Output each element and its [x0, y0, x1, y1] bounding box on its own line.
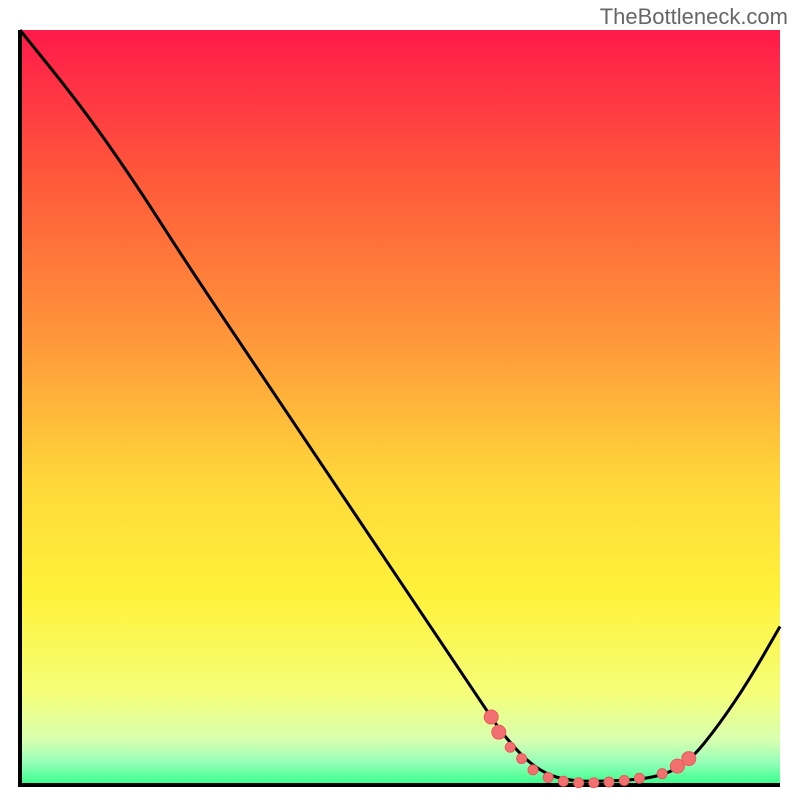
- curve-marker: [634, 773, 644, 783]
- plot-background: [20, 30, 780, 785]
- curve-marker: [604, 777, 614, 787]
- chart-container: TheBottleneck.com: [0, 0, 800, 800]
- curve-marker: [528, 765, 538, 775]
- curve-marker: [682, 752, 696, 766]
- curve-marker: [543, 772, 553, 782]
- curve-marker: [657, 769, 667, 779]
- curve-marker: [558, 776, 568, 786]
- curve-marker: [492, 725, 506, 739]
- curve-marker: [505, 742, 515, 752]
- curve-marker: [484, 710, 498, 724]
- curve-marker: [517, 754, 527, 764]
- attribution-text: TheBottleneck.com: [600, 4, 788, 30]
- curve-marker: [589, 778, 599, 788]
- bottleneck-chart: [0, 0, 800, 800]
- curve-marker: [619, 775, 629, 785]
- curve-marker: [574, 778, 584, 788]
